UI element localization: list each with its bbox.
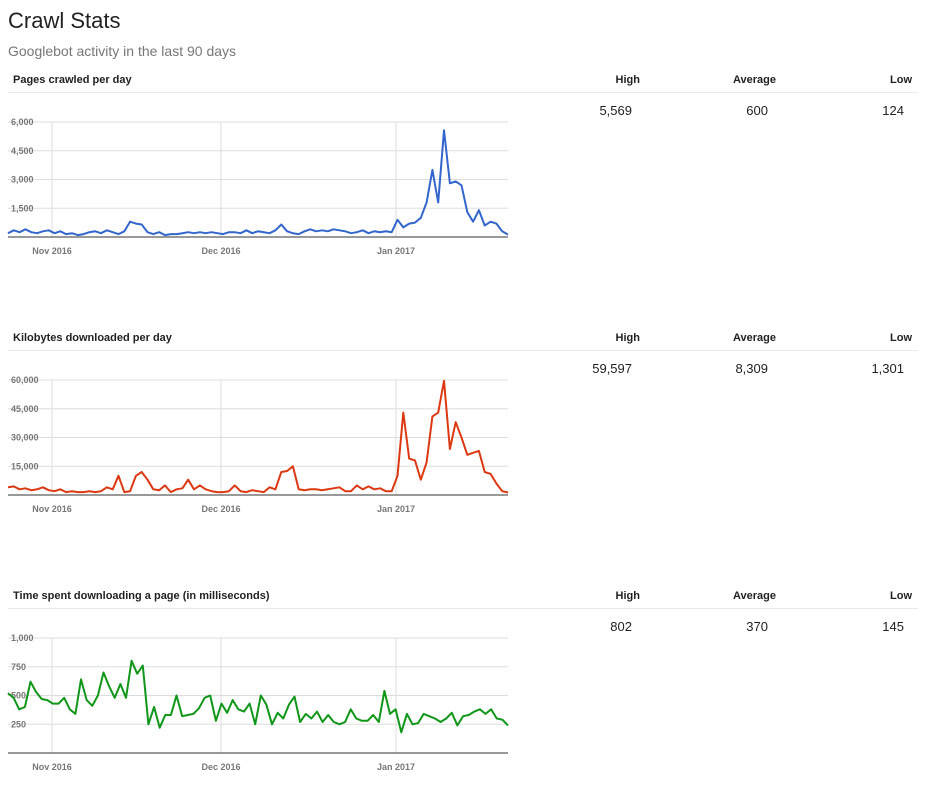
series-line [7, 659, 509, 734]
y-tick-label: 60,000 [11, 376, 39, 385]
y-tick-label: 6,000 [11, 118, 34, 127]
low-label: Low [890, 332, 912, 344]
average-label: Average [732, 590, 776, 602]
series-line [7, 129, 509, 237]
section-header: Kilobytes downloaded per day High Averag… [8, 328, 918, 351]
x-tick-label: Jan 2017 [377, 762, 415, 772]
section-header: Pages crawled per day High Average Low [8, 70, 918, 93]
x-tick-label: Nov 2016 [32, 762, 72, 772]
y-tick-label: 4,500 [11, 146, 34, 156]
y-tick-label: 45,000 [11, 404, 39, 414]
average-label: Average [732, 74, 776, 86]
average-value: 600 [746, 103, 768, 118]
section-title: Time spent downloading a page (in millis… [13, 590, 270, 602]
average-value: 8,309 [735, 361, 768, 376]
section-title: Pages crawled per day [13, 74, 132, 86]
y-tick-label: 1,500 [11, 203, 34, 213]
low-label: Low [890, 74, 912, 86]
y-tick-label: 250 [11, 719, 26, 729]
line-chart: 60,000 45,000 30,000 15,000 Nov 2016 Dec 2016… [7, 376, 509, 514]
line-chart: 6,000 4,500 3,000 1,500 Nov 2016 Dec 2016 Jan … [7, 118, 509, 256]
y-tick-label: 500 [11, 691, 26, 701]
section-header: Time spent downloading a page (in millis… [8, 586, 918, 609]
high-label: High [615, 332, 640, 344]
average-value: 370 [746, 619, 768, 634]
series-line [7, 379, 509, 494]
line-chart: 1,000 750 500 250 Nov 2016 Dec 2016 Jan 2017 [7, 634, 509, 772]
section-title: Kilobytes downloaded per day [13, 332, 172, 344]
y-tick-label: 15,000 [11, 461, 39, 471]
x-tick-label: Jan 2017 [377, 504, 415, 514]
high-value: 59,597 [592, 361, 632, 376]
y-tick-label: 30,000 [11, 433, 39, 443]
high-value: 802 [610, 619, 632, 634]
high-label: High [615, 590, 640, 602]
x-tick-label: Jan 2017 [377, 246, 415, 256]
high-value: 5,569 [599, 103, 632, 118]
y-tick-label: 3,000 [11, 175, 34, 185]
x-tick-label: Nov 2016 [32, 246, 72, 256]
x-tick-label: Nov 2016 [32, 504, 72, 514]
high-label: High [615, 74, 640, 86]
page-title: Crawl Stats [8, 8, 121, 33]
y-tick-label: 750 [11, 662, 26, 672]
low-value: 1,301 [871, 361, 904, 376]
y-tick-label: 1,000 [11, 634, 34, 643]
x-tick-label: Dec 2016 [201, 762, 240, 772]
average-label: Average [732, 332, 776, 344]
low-label: Low [890, 590, 912, 602]
low-value: 124 [882, 103, 904, 118]
x-tick-label: Dec 2016 [201, 504, 240, 514]
x-tick-label: Dec 2016 [201, 246, 240, 256]
page-subtitle: Googlebot activity in the last 90 days [8, 43, 237, 59]
low-value: 145 [882, 619, 904, 634]
